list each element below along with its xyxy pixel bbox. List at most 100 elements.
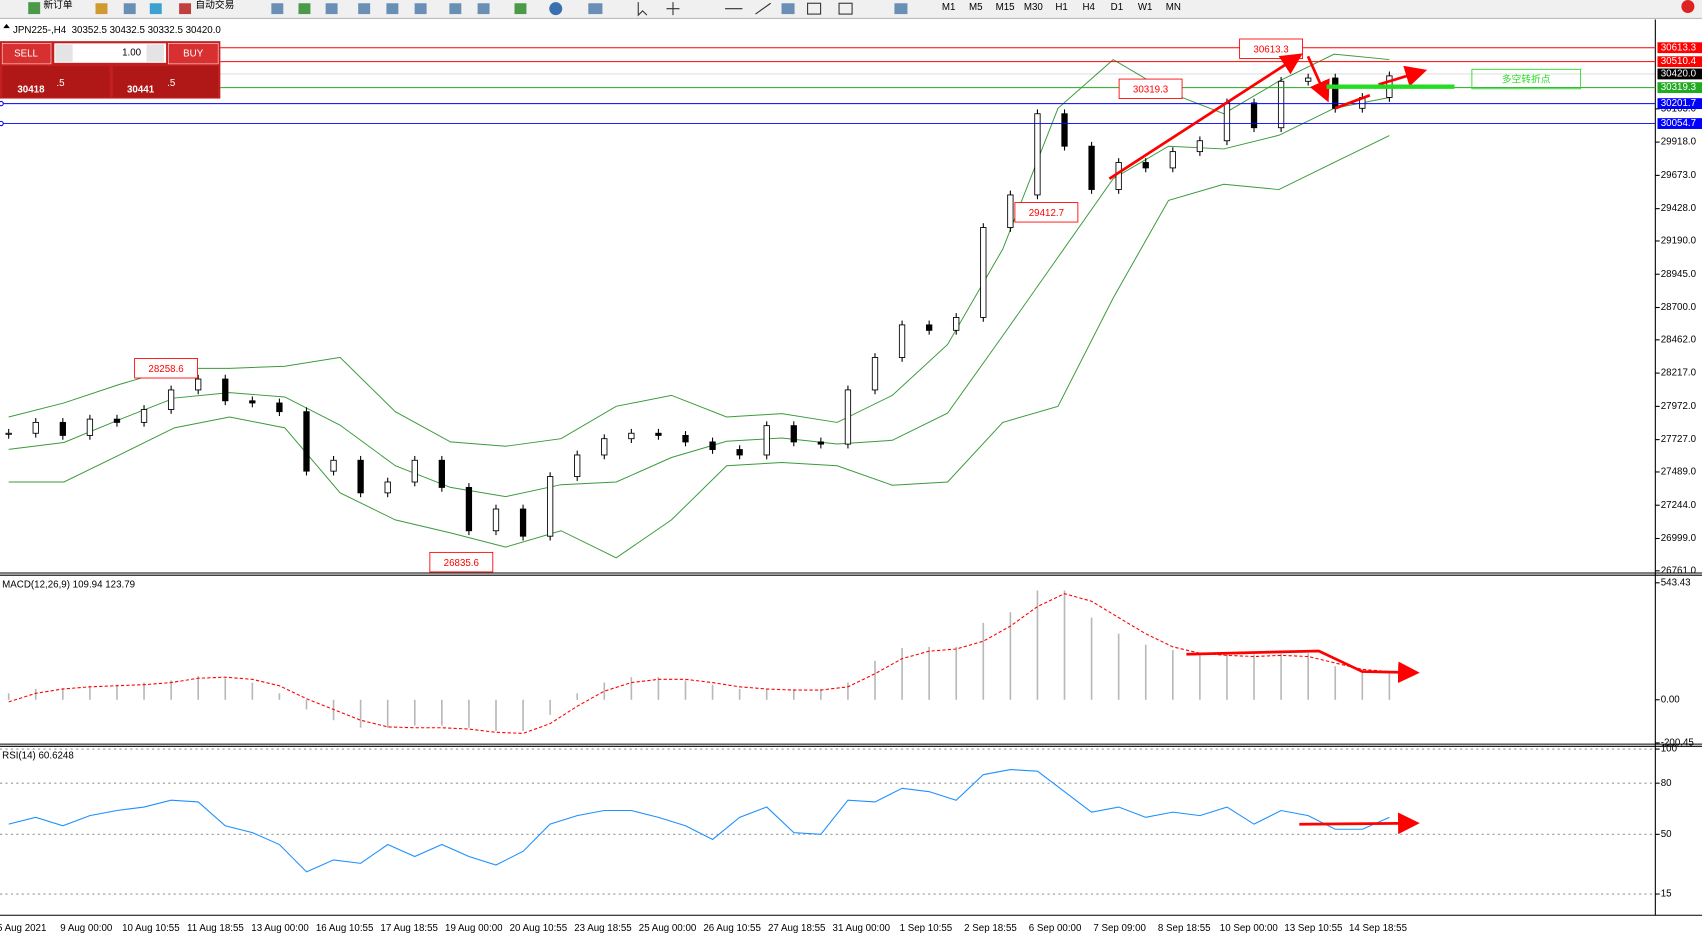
candle: [817, 441, 825, 445]
timeframe-button[interactable]: MN: [1166, 2, 1181, 13]
icon[interactable]: [666, 2, 680, 16]
new-order-button[interactable]: 新订单: [43, 0, 73, 11]
icon[interactable]: [386, 3, 399, 15]
buy-price: 30441: [127, 84, 155, 95]
lots-down[interactable]: [55, 44, 73, 62]
timeframe-button[interactable]: D1: [1111, 2, 1123, 13]
time-label: 16 Aug 10:55: [316, 923, 374, 934]
buy-label: BUY: [183, 49, 204, 60]
buy-price-box[interactable]: [112, 66, 219, 98]
drawn-arrow: [1108, 53, 1303, 180]
y-tick-label: 28945.0: [1661, 269, 1697, 280]
time-label: 1 Sep 10:55: [900, 923, 953, 934]
price-level-tag: [1657, 98, 1702, 110]
icon[interactable]: [358, 3, 371, 15]
candle: [86, 418, 94, 436]
icon[interactable]: [271, 3, 284, 15]
y-tick-label: 29428.0: [1661, 203, 1697, 214]
icon[interactable]: [514, 3, 527, 15]
time-label: 13 Aug 00:00: [251, 923, 309, 934]
drawn-arrow: [1299, 812, 1420, 835]
panel-title: RSI(14) 60.6248: [2, 751, 74, 762]
candle: [736, 449, 743, 456]
price-level-tag: [1657, 118, 1702, 129]
bollinger-upper: [8, 53, 1390, 447]
lots-input[interactable]: [54, 43, 167, 63]
candle: [871, 357, 879, 391]
candle: [790, 425, 797, 443]
candle: [113, 418, 121, 423]
candle: [411, 459, 418, 483]
price-level-label: 30054.7: [1661, 118, 1696, 129]
y-tick-label: 100: [1661, 744, 1678, 755]
icon[interactable]: [588, 3, 603, 15]
candle: [357, 459, 364, 494]
y-tick-label: 543.43: [1661, 577, 1691, 588]
icon[interactable]: [449, 3, 462, 15]
time-label: 26 Aug 10:55: [703, 923, 761, 934]
timeframe-button[interactable]: M1: [942, 2, 956, 13]
annotation: 30613.3: [1253, 44, 1288, 55]
candle: [492, 508, 500, 532]
icon[interactable]: [807, 2, 822, 15]
candle: [709, 441, 716, 450]
timeframe-button[interactable]: M15: [996, 2, 1016, 13]
candle: [519, 508, 527, 537]
time-label: 6 Sep 00:00: [1029, 923, 1082, 934]
candle: [1196, 140, 1204, 153]
y-tick-label: 50: [1661, 829, 1672, 840]
icon[interactable]: [755, 2, 771, 15]
icon[interactable]: [414, 3, 427, 15]
time-label: 8 Sep 18:55: [1158, 923, 1211, 934]
candle: [1305, 77, 1312, 82]
candle: [1007, 194, 1014, 228]
timeframe-button[interactable]: H1: [1055, 2, 1067, 13]
icon[interactable]: [325, 3, 338, 15]
sell-price-box[interactable]: [2, 66, 110, 98]
icon[interactable]: [838, 2, 853, 15]
price-level-label: 30201.7: [1661, 98, 1696, 109]
icon[interactable]: [637, 2, 648, 17]
timeframe-button[interactable]: H4: [1082, 2, 1095, 13]
candle: [1250, 102, 1258, 129]
sell-button[interactable]: [1, 43, 52, 65]
icon[interactable]: [781, 3, 795, 15]
drawn-arrow: [1378, 65, 1428, 87]
new-order-icon[interactable]: [28, 2, 41, 15]
icon[interactable]: [95, 3, 108, 15]
timeframe-button[interactable]: M5: [969, 2, 983, 13]
y-tick-label: 29673.0: [1661, 170, 1697, 181]
buy-button[interactable]: [167, 43, 219, 65]
candle: [844, 389, 852, 445]
candle: [953, 316, 960, 331]
auto-trading-button[interactable]: 自动交易: [195, 0, 234, 11]
price-level-label: 30420.0: [1661, 69, 1697, 80]
icon[interactable]: [894, 3, 908, 15]
notification-badge[interactable]: [1681, 0, 1695, 13]
rsi-line: [8, 769, 1390, 873]
candle: [1277, 80, 1285, 129]
toolbar-icons: [28, 0, 1695, 17]
lots-up[interactable]: [146, 44, 164, 62]
timeframe-button[interactable]: W1: [1138, 2, 1153, 13]
auto-trading-icon[interactable]: [179, 3, 192, 15]
y-tick-label: 80: [1661, 778, 1672, 789]
panel-title: JPN225-,H4 30352.5 30432.5 30332.5 30420…: [13, 25, 221, 36]
candle: [1034, 113, 1041, 196]
price-level-tag: [1657, 68, 1702, 80]
candle: [249, 400, 256, 404]
candle: [546, 476, 554, 537]
icon[interactable]: [123, 3, 136, 15]
icon[interactable]: [149, 3, 162, 15]
timeframe-button[interactable]: M30: [1024, 2, 1044, 13]
icon[interactable]: [298, 3, 311, 15]
icon[interactable]: [477, 3, 490, 15]
time-label: 14 Sep 18:55: [1349, 923, 1408, 934]
annotation-box: [134, 358, 198, 379]
y-tick-label: 26999.0: [1661, 533, 1697, 544]
price-level-label: 30510.4: [1661, 56, 1697, 67]
icon[interactable]: [549, 2, 563, 16]
price-level-label: 30319.3: [1661, 82, 1696, 93]
